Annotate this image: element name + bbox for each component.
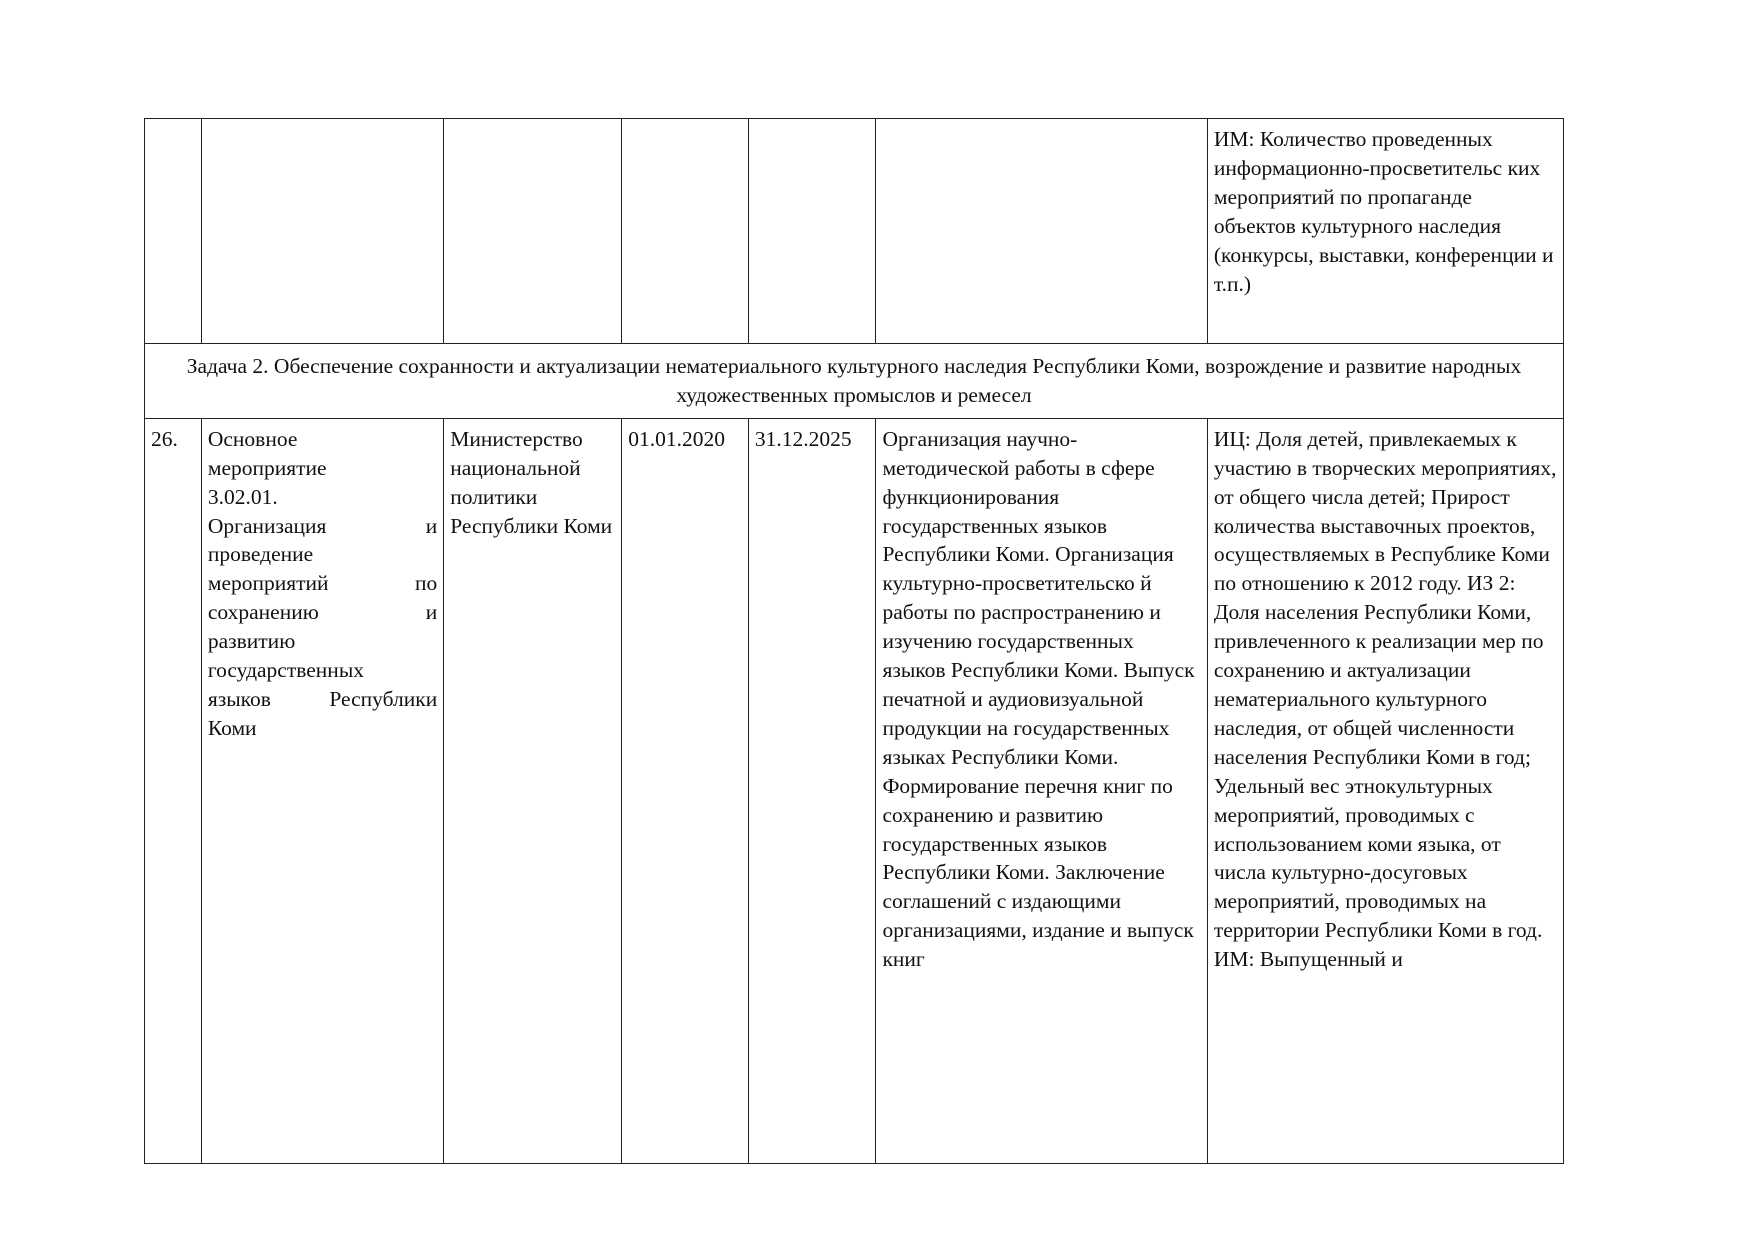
cell-content: [875, 118, 1208, 344]
cell-number: 26.: [144, 417, 202, 1164]
program-table: ИМ: Количество проведенных информационно…: [144, 118, 1565, 1164]
cell-start: [621, 118, 749, 344]
measure-line: развитию: [208, 627, 437, 656]
measure-line: языков Республики: [208, 685, 437, 714]
measure-line: сохранению и: [208, 598, 437, 627]
cell-end: [747, 118, 877, 344]
measure-line: Коми: [208, 714, 437, 743]
cell-end: 31.12.2025: [747, 417, 877, 1164]
measure-line: Основное: [207, 426, 298, 451]
measure-word: по: [414, 571, 438, 596]
cell-indicators: ИМ: Количество проведенных информационно…: [1206, 118, 1565, 344]
measure-word: языков: [207, 686, 271, 711]
cell-number: [144, 118, 202, 344]
measure-word: государственных: [207, 658, 365, 683]
measure-line: мероприятий по: [208, 569, 437, 598]
measure-line: Организация и: [208, 512, 437, 541]
measure-word: Организация: [207, 513, 327, 538]
measure-word: и: [425, 513, 438, 538]
measure-line: 3.02.01.: [207, 484, 278, 509]
task-heading: Задача 2. Обеспечение сохранности и акту…: [144, 343, 1564, 419]
task-row: Задача 2. Обеспечение сохранности и акту…: [144, 343, 1564, 419]
measure-word: проведение: [207, 542, 314, 567]
cell-executor: Министерство национальной политики Респу…: [443, 417, 623, 1164]
measure-word: развитию: [207, 629, 296, 654]
cell-indicators: ИЦ: Доля детей, привлекаемых к участию в…: [1206, 417, 1565, 1164]
measure-word: Республики: [329, 686, 438, 711]
cell-content: Организация научно-методической работы в…: [875, 417, 1208, 1164]
cell-start: 01.01.2020: [621, 417, 749, 1164]
cell-measure: Основное мероприятие 3.02.01. Организаци…: [200, 417, 445, 1164]
table-row: ИМ: Количество проведенных информационно…: [144, 118, 1565, 344]
measure-word: Коми: [207, 715, 257, 740]
measure-word: сохранению: [207, 600, 319, 625]
cell-executor: [443, 118, 623, 344]
measure-line: государственных: [208, 656, 437, 685]
cell-measure: [200, 118, 445, 344]
measure-line: мероприятие: [207, 455, 327, 480]
table-row: 26. Основное мероприятие 3.02.01. Органи…: [144, 417, 1565, 1164]
measure-word: и: [425, 600, 438, 625]
measure-word: мероприятий: [207, 571, 329, 596]
measure-line: проведение: [208, 540, 437, 569]
